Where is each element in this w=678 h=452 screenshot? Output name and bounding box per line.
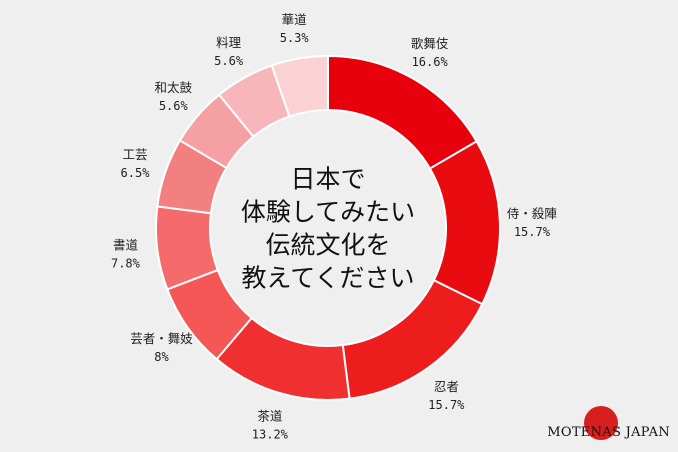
slice-value-1: 15.7%	[514, 225, 551, 239]
slice-2	[341, 278, 484, 400]
slice-label-3: 茶道	[257, 409, 283, 424]
slice-label-5: 書道	[113, 237, 139, 252]
center-text-line-3: 教えてください	[241, 264, 414, 293]
slice-value-3: 13.2%	[252, 428, 289, 442]
brand-name: MOTENAS JAPAN	[547, 425, 670, 440]
slices-group	[155, 54, 501, 401]
center-text-line-1: 体験してみたい	[241, 198, 415, 227]
slice-value-6: 6.5%	[121, 166, 151, 180]
slice-label-0: 歌舞伎	[411, 36, 449, 51]
labels-group: 歌舞伎 16.6% 侍・殺陣 15.7% 忍者 15.7% 茶道 13.2% 芸者・舞妓 8% 書道…	[111, 12, 557, 442]
slice-9	[270, 54, 329, 118]
slice-value-0: 16.6%	[412, 55, 449, 69]
slice-value-9: 5.3%	[280, 31, 310, 45]
slice-1	[428, 140, 501, 306]
center-text-line-2: 伝統文化を	[265, 231, 390, 260]
slice-label-9: 華道	[282, 12, 308, 27]
slice-label-1: 侍・殺陣	[507, 206, 557, 221]
slice-value-7: 5.6%	[159, 99, 189, 113]
center-text-line-0: 日本で	[290, 165, 365, 194]
slice-label-7: 和太鼓	[155, 80, 193, 95]
slice-value-8: 5.6%	[214, 54, 244, 68]
slice-value-5: 7.8%	[111, 256, 141, 270]
slice-label-8: 料理	[216, 35, 242, 50]
slice-0	[327, 54, 478, 170]
slice-label-2: 忍者	[434, 379, 459, 394]
slice-value-4: 8%	[154, 350, 169, 364]
slice-value-2: 15.7%	[428, 398, 465, 412]
slice-label-4: 芸者・舞妓	[130, 331, 193, 346]
brand-logo-dot	[584, 406, 618, 440]
slice-label-6: 工芸	[122, 147, 147, 162]
